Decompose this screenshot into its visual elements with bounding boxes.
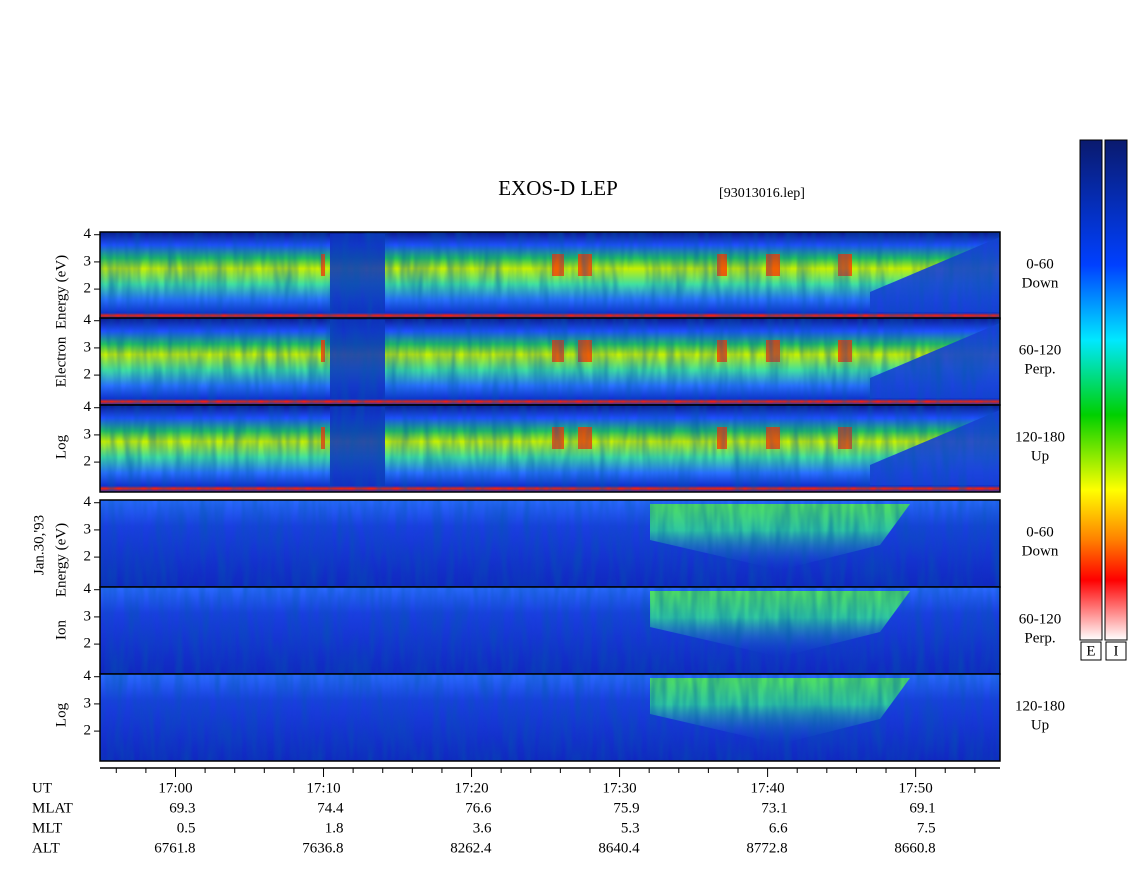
panel-label: Down — [1022, 275, 1059, 291]
y-tick-label: 2 — [84, 723, 92, 739]
y-tick-label: 4 — [84, 494, 92, 510]
ephemeris-label: ALT — [32, 840, 60, 856]
panel-label: 120-180 — [1015, 429, 1065, 445]
ephemeris-label: MLT — [32, 820, 62, 836]
y-axis-label: Ion — [53, 620, 69, 640]
y-tick-label: 3 — [84, 695, 92, 711]
y-axis-label: Log — [53, 702, 69, 727]
ephemeris-value: 74.4 — [317, 800, 344, 816]
y-tick-label: 2 — [84, 549, 92, 565]
ephemeris-value: 5.3 — [621, 820, 640, 836]
panel-label: 0-60 — [1026, 256, 1054, 272]
ephemeris-value: 7636.8 — [302, 840, 343, 856]
y-axis-label: Energy (eV) — [53, 255, 69, 329]
ephemeris-value: 76.6 — [465, 800, 492, 816]
y-tick-label: 3 — [84, 253, 92, 269]
x-tick-label: 17:10 — [306, 780, 340, 796]
file-name: [93013016.lep] — [719, 186, 805, 201]
colorbar-label-box — [1105, 641, 1127, 661]
panel-label: Up — [1031, 448, 1049, 464]
colorbar — [1079, 139, 1103, 641]
ephemeris-label: MLAT — [32, 800, 73, 816]
y-tick-label: 2 — [84, 367, 92, 383]
panel-label: 0-60 — [1026, 524, 1054, 540]
spectrogram-noise — [100, 500, 1000, 587]
x-tick-label: 17:40 — [751, 780, 785, 796]
spectrogram-noise — [100, 674, 1000, 761]
colorbar-label-box — [1080, 641, 1102, 661]
y-axis-label: Log — [53, 434, 69, 459]
y-tick-label: 3 — [84, 608, 92, 624]
y-tick-label: 4 — [84, 226, 92, 242]
panel-label: Perp. — [1024, 361, 1055, 377]
ephemeris-value: 8640.4 — [598, 840, 640, 856]
ephemeris-value: 1.8 — [325, 820, 344, 836]
x-tick-label: 17:00 — [158, 780, 192, 796]
panel-label: 60-120 — [1019, 342, 1062, 358]
ephemeris-value: 8660.8 — [894, 840, 935, 856]
y-tick-label: 3 — [84, 339, 92, 355]
y-tick-label: 2 — [84, 454, 92, 470]
ephemeris-value: 69.1 — [909, 800, 935, 816]
y-tick-label: 4 — [84, 399, 92, 415]
date-label: Jan.30,'93 — [31, 515, 47, 575]
y-tick-label: 2 — [84, 636, 92, 652]
ephemeris-label: UT — [32, 780, 52, 796]
spectrogram-noise — [100, 232, 1000, 319]
ephemeris-value: 6.6 — [769, 820, 788, 836]
panel-frame — [99, 673, 1001, 762]
panel-label: 60-120 — [1019, 611, 1062, 627]
y-tick-label: 4 — [84, 668, 92, 684]
x-tick-label: 17:30 — [602, 780, 636, 796]
ephemeris-value: 8772.8 — [746, 840, 787, 856]
spectrogram-noise — [100, 405, 1000, 492]
ephemeris-value: 0.5 — [177, 820, 196, 836]
y-axis-label: Electron — [53, 336, 69, 387]
ephemeris-value: 73.1 — [761, 800, 787, 816]
spectrogram-noise — [100, 587, 1000, 674]
panel-label: Perp. — [1024, 630, 1055, 646]
colorbar-label: E — [1086, 643, 1095, 659]
panel-label: Down — [1022, 543, 1059, 559]
y-tick-label: 2 — [84, 281, 92, 297]
y-tick-label: 4 — [84, 312, 92, 328]
panel-label: Up — [1031, 717, 1049, 733]
ephemeris-value: 8262.4 — [450, 840, 492, 856]
panel-frame — [99, 404, 1001, 493]
y-tick-label: 3 — [84, 426, 92, 442]
y-tick-label: 4 — [84, 581, 92, 597]
colorbar-label: I — [1114, 643, 1119, 659]
x-tick-label: 17:50 — [899, 780, 933, 796]
spectrogram-noise — [100, 318, 1000, 405]
title: EXOS-D LEP — [498, 176, 618, 200]
colorbar — [1104, 139, 1128, 641]
ephemeris-value: 69.3 — [169, 800, 195, 816]
ephemeris-value: 3.6 — [473, 820, 492, 836]
panel-label: 120-180 — [1015, 698, 1065, 714]
ephemeris-value: 6761.8 — [154, 840, 195, 856]
y-axis-label: Energy (eV) — [53, 523, 69, 597]
x-tick-label: 17:20 — [454, 780, 488, 796]
y-tick-label: 3 — [84, 521, 92, 537]
ephemeris-value: 7.5 — [917, 820, 936, 836]
ephemeris-value: 75.9 — [613, 800, 639, 816]
